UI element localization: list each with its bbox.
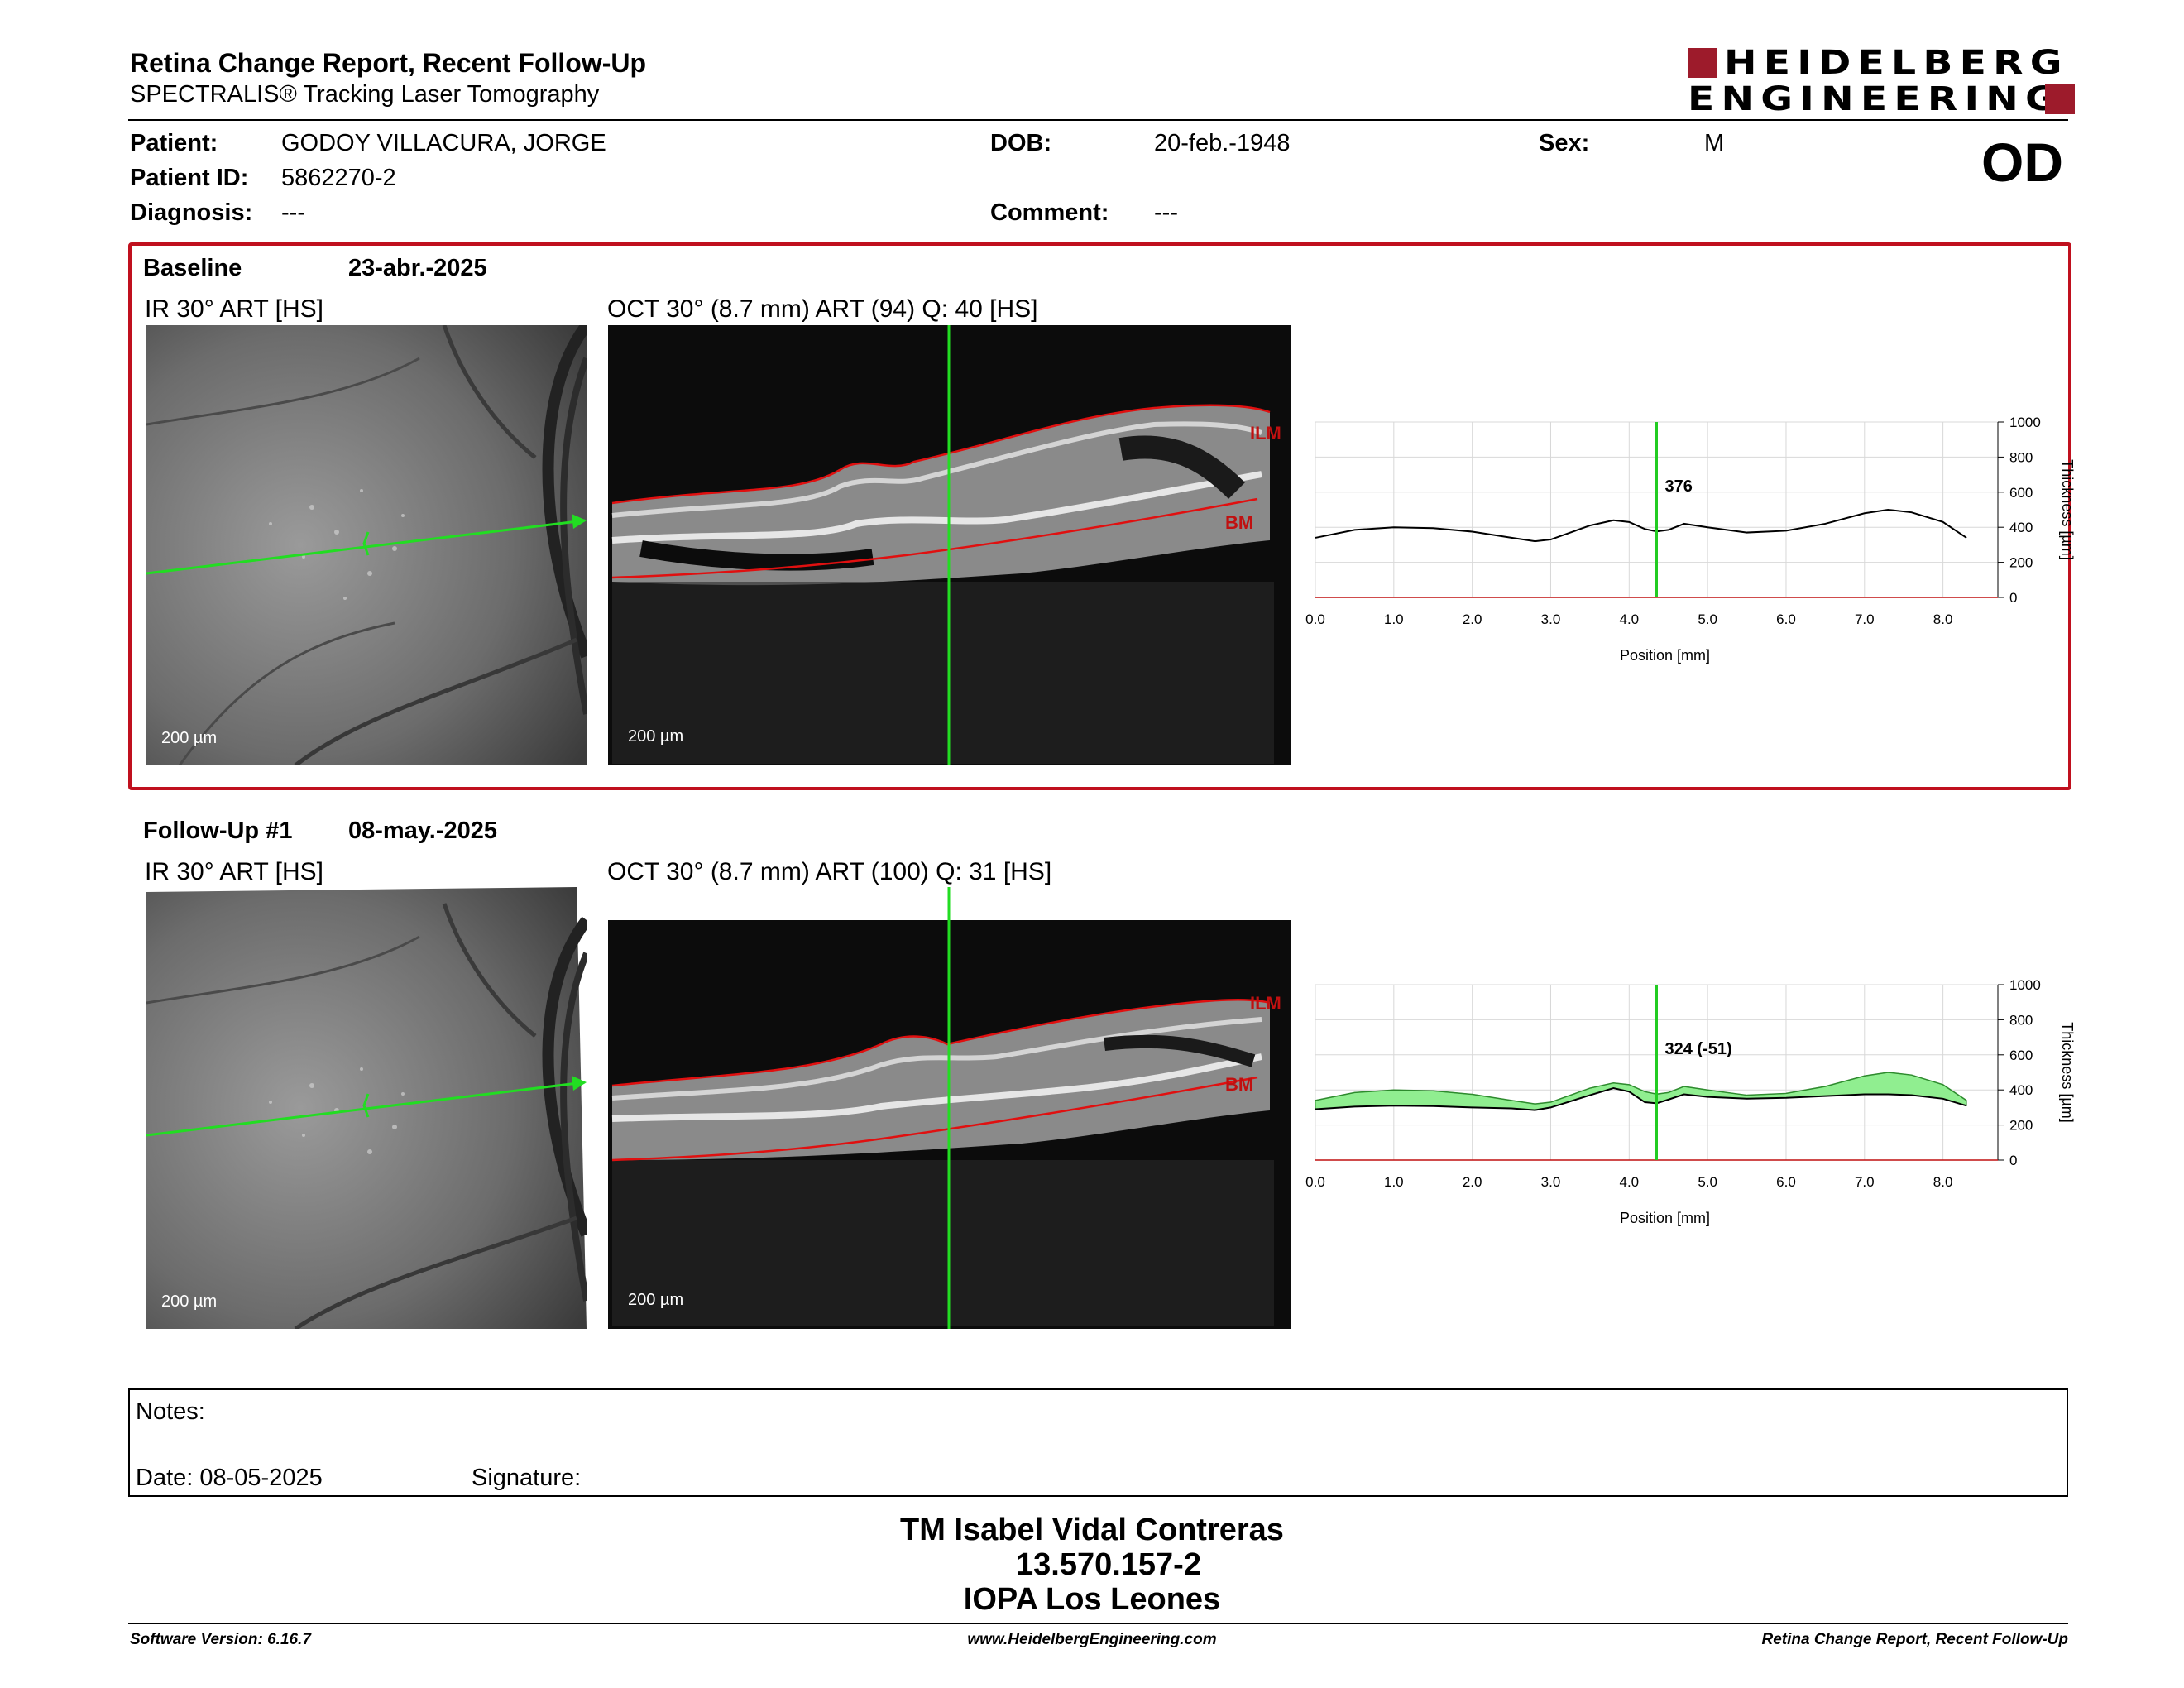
baseline-ir-label: IR 30° ART [HS] — [145, 295, 323, 323]
technician-name: TM Isabel Vidal Contreras — [900, 1513, 1284, 1547]
logo-line-2: ENGINEERING — [1688, 80, 2065, 118]
followup-date: 08-may.-2025 — [348, 818, 498, 844]
y-axis-label: Thickness [µm] — [2059, 459, 2076, 559]
x-tick-label: 2.0 — [1463, 611, 1482, 627]
patient-id: 5862270-2 — [281, 165, 396, 191]
y-tick-label: 400 — [2009, 1082, 2033, 1098]
sex-label: Sex: — [1539, 130, 1590, 156]
comment-label: Comment: — [990, 199, 1109, 226]
y-tick-label: 400 — [2009, 520, 2033, 535]
followup-oct-label: OCT 30° (8.7 mm) ART (100) Q: 31 [HS] — [607, 858, 1052, 885]
followup-oct-bscan-image: ILM BM 200 µm — [608, 887, 1291, 1329]
baseline-oct-bscan-image: ILM BM 200 µm — [608, 325, 1291, 765]
x-tick-label: 7.0 — [1855, 1174, 1875, 1190]
y-axis-label: Thickness [µm] — [2059, 1022, 2076, 1122]
followup-thickness-line — [1315, 1087, 1967, 1111]
technician-id: 13.570.157-2 — [1016, 1547, 1201, 1582]
patient-name: GODOY VILLACURA, JORGE — [281, 130, 606, 156]
followup-label: Follow-Up #1 — [143, 818, 293, 844]
comment-value: --- — [1154, 199, 1178, 226]
y-tick-label: 200 — [2009, 1118, 2033, 1134]
y-tick-label: 800 — [2009, 1012, 2033, 1028]
y-tick-label: 200 — [2009, 555, 2033, 571]
x-tick-label: 5.0 — [1698, 611, 1717, 627]
x-tick-label: 7.0 — [1855, 611, 1875, 627]
notes-date: Date: 08-05-2025 — [136, 1465, 323, 1491]
followup-oct-scale: 200 µm — [628, 1291, 684, 1309]
clinic-name: IOPA Los Leones — [963, 1582, 1221, 1617]
x-tick-label: 8.0 — [1933, 611, 1953, 627]
x-tick-label: 0.0 — [1305, 611, 1325, 627]
x-tick-label: 1.0 — [1384, 611, 1404, 627]
report-subtitle: SPECTRALIS® Tracking Laser Tomography — [130, 81, 600, 108]
y-tick-label: 600 — [2009, 1048, 2033, 1063]
x-tick-label: 3.0 — [1541, 1174, 1561, 1190]
software-version: Software Version: 6.16.7 — [130, 1631, 311, 1648]
dob-label: DOB: — [990, 130, 1052, 156]
y-tick-label: 1000 — [2009, 977, 2041, 993]
x-tick-label: 0.0 — [1305, 1174, 1325, 1190]
marker-value-label: 376 — [1665, 477, 1693, 496]
marker-value-label: 324 (-51) — [1665, 1040, 1732, 1058]
x-tick-label: 3.0 — [1541, 611, 1561, 627]
followup-thickness-chart: 0.0 1.0 2.0 3.0 4.0 5.0 6.0 7.0 8.0 0 200 400 600 800… — [1305, 977, 2076, 1226]
y-tick-label: 600 — [2009, 485, 2033, 501]
x-tick-label: 5.0 — [1698, 1174, 1717, 1190]
website-link[interactable]: www.HeidelbergEngineering.com — [967, 1631, 1217, 1648]
notes-label: Notes: — [136, 1398, 205, 1425]
baseline-thickness-chart: 0.0 1.0 2.0 3.0 4.0 5.0 6.0 7.0 8.0 0 200 400 600 800… — [1305, 415, 2076, 664]
x-tick-label: 1.0 — [1384, 1174, 1404, 1190]
baseline-section — [128, 242, 2071, 790]
followup-ir-scale: 200 µm — [161, 1292, 218, 1311]
followup-ir-label: IR 30° ART [HS] — [145, 858, 323, 885]
y-tick-label: 0 — [2009, 590, 2017, 606]
x-axis-label: Position [mm] — [1620, 1210, 1710, 1226]
x-axis-label: Position [mm] — [1620, 647, 1710, 664]
footer-report-name: Retina Change Report, Recent Follow-Up — [1761, 1631, 2068, 1648]
baseline-ilm-label: ILM — [1250, 423, 1281, 444]
eye-indicator: OD — [1981, 132, 2063, 193]
baseline-thickness-line — [1315, 1072, 1967, 1105]
header-divider — [128, 119, 2068, 121]
dob-value: 20-feb.-1948 — [1154, 130, 1291, 156]
followup-ilm-label: ILM — [1250, 993, 1281, 1014]
y-tick-label: 800 — [2009, 449, 2033, 465]
y-tick-label: 0 — [2009, 1153, 2017, 1168]
signature-label: Signature: — [472, 1465, 582, 1491]
heidelberg-logo: HEIDELBERG ENGINEERING — [1688, 45, 2076, 116]
diagnosis-label: Diagnosis: — [130, 199, 253, 226]
followup-bm-label: BM — [1225, 1074, 1254, 1095]
notes-box: Notes: Date: 08-05-2025 Signature: — [128, 1388, 2068, 1497]
x-tick-label: 6.0 — [1776, 1174, 1796, 1190]
patient-id-label: Patient ID: — [130, 165, 249, 191]
logo-line-1: HEIDELBERG — [1724, 44, 2069, 82]
x-tick-label: 6.0 — [1776, 611, 1796, 627]
x-tick-label: 4.0 — [1619, 611, 1639, 627]
diagnosis-value: --- — [281, 199, 305, 226]
x-tick-label: 2.0 — [1463, 1174, 1482, 1190]
patient-label: Patient: — [130, 130, 218, 156]
sex-value: M — [1704, 130, 1725, 156]
baseline-date: 23-abr.-2025 — [348, 255, 487, 281]
y-tick-label: 1000 — [2009, 415, 2041, 430]
report-title: Retina Change Report, Recent Follow-Up — [130, 48, 647, 78]
baseline-ir-fundus-image: 200 µm — [146, 325, 587, 765]
thickness-line — [1315, 508, 1967, 543]
x-tick-label: 8.0 — [1933, 1174, 1953, 1190]
baseline-ir-scale: 200 µm — [161, 729, 218, 747]
x-tick-label: 4.0 — [1619, 1174, 1639, 1190]
baseline-bm-label: BM — [1225, 512, 1254, 533]
baseline-oct-scale: 200 µm — [628, 727, 684, 746]
baseline-oct-label: OCT 30° (8.7 mm) ART (94) Q: 40 [HS] — [607, 295, 1038, 323]
followup-ir-fundus-image: 200 µm — [146, 887, 587, 1329]
footer-divider — [128, 1623, 2068, 1624]
baseline-label: Baseline — [143, 255, 242, 281]
